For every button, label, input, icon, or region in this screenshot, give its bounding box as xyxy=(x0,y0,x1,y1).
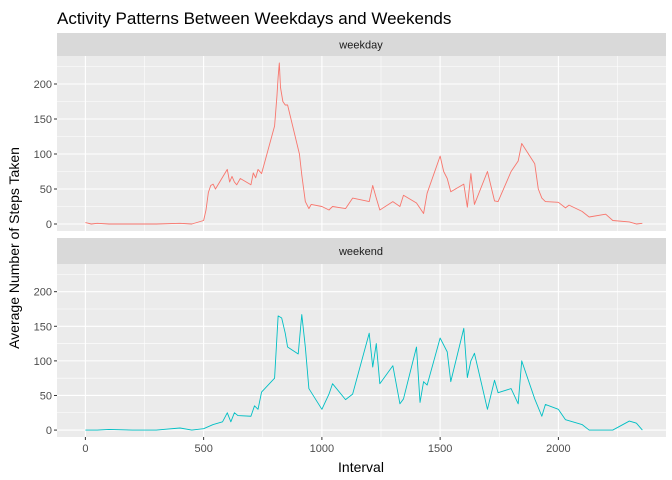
weekday-y-tick-label: 100 xyxy=(34,149,52,161)
weekday-gridlines xyxy=(57,56,666,231)
chart-title: Activity Patterns Between Weekdays and W… xyxy=(57,9,451,28)
x-tick-label: 1000 xyxy=(310,443,334,455)
weekend-strip-label: weekend xyxy=(338,246,383,258)
weekend-panel-background xyxy=(57,264,666,437)
weekend-series-line xyxy=(85,314,643,431)
x-tick-label: 1500 xyxy=(428,443,452,455)
x-tick-label: 500 xyxy=(194,443,212,455)
weekday-y-tick-label: 150 xyxy=(34,114,52,126)
weekday-series-line xyxy=(85,62,643,225)
weekday-y-axis: 0 50 100 150 200 xyxy=(34,79,57,231)
weekday-panel-background xyxy=(57,56,666,231)
y-axis-title: Average Number of Steps Taken xyxy=(6,147,22,349)
weekend-y-axis: 0 50 100 150 200 xyxy=(34,287,57,437)
weekend-strip xyxy=(57,238,666,264)
weekday-strip xyxy=(57,33,666,56)
x-axis-title: Interval xyxy=(338,459,384,475)
weekend-panel: weekend 0 50 100 150 200 xyxy=(34,238,666,437)
weekday-panel: weekday 0 50 100 150 200 xyxy=(34,33,666,231)
x-axis: 0 500 1000 1500 2000 xyxy=(82,437,571,455)
weekend-series xyxy=(85,314,643,431)
weekday-strip-label: weekday xyxy=(338,40,383,52)
weekend-y-tick-label: 0 xyxy=(46,425,52,437)
x-tick-label: 2000 xyxy=(546,443,570,455)
weekday-y-tick-label: 50 xyxy=(40,184,52,196)
weekend-y-tick-label: 50 xyxy=(40,390,52,402)
weekday-series xyxy=(85,62,643,225)
weekday-y-tick-label: 200 xyxy=(34,79,52,91)
weekend-y-tick-label: 200 xyxy=(34,287,52,299)
weekday-y-tick-label: 0 xyxy=(46,219,52,231)
x-tick-label: 0 xyxy=(82,443,88,455)
weekend-y-tick-label: 150 xyxy=(34,321,52,333)
weekend-y-tick-label: 100 xyxy=(34,356,52,368)
